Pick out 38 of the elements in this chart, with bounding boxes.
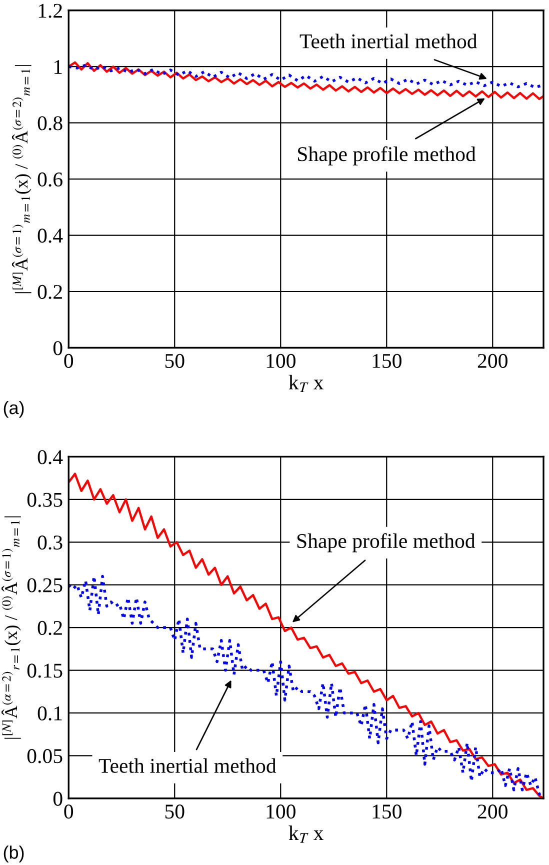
- x-tick-label: 100: [266, 354, 296, 368]
- text: (b): [4, 846, 24, 862]
- x-tick-label: 50: [165, 354, 184, 368]
- annotation: Teeth inertial method: [98, 758, 276, 773]
- text: (a): [4, 400, 24, 418]
- x-tick-label: 100: [266, 804, 296, 819]
- x-tick-label: 200: [478, 804, 508, 819]
- y-tick-label: 0.15: [27, 664, 62, 678]
- annotation: Shape profile method: [298, 146, 476, 166]
- x-tick-label: 150: [372, 804, 402, 819]
- y-tick-label: 0.6: [38, 172, 62, 187]
- x-tick-label: 0: [64, 804, 74, 819]
- line-series: [68, 61, 544, 100]
- x-axis-title: k$_{T}$ x: [288, 374, 324, 392]
- y-tick-label: 0.1: [38, 706, 62, 720]
- y-tick-label: 0.2: [38, 284, 62, 300]
- x-tick-label: 200: [478, 354, 508, 368]
- annotation: Shape profile method: [297, 533, 476, 552]
- x-tick-label: 150: [372, 354, 402, 368]
- y-tick-label: 0.3: [38, 536, 62, 550]
- y-tick-label: 0.05: [27, 749, 62, 764]
- y-tick-label: 0.4: [38, 228, 63, 243]
- x-axis-title: k$_{T}$ x: [288, 825, 324, 843]
- y-tick-label: 1: [54, 60, 62, 74]
- y-tick-label: 0.35: [27, 492, 62, 507]
- line-series: [68, 574, 544, 796]
- y-tick-label: 0.8: [38, 116, 62, 130]
- y-tick-label: 0: [53, 341, 62, 356]
- text: |$^{[M]}$Â$^{(σ=1)}$$_{m=1}$(x) / $^{(0)}$Â$^{(σ=2)}$$_{m=1}$|: [12, 65, 32, 294]
- text: |$^{[N]}$Â$^{(α=2)}$$_{r=1}$(x) / $^{(0)}$Â$^{(σ=1)}$$_{m=1}$|: [2, 516, 21, 739]
- x-tick-label: 0: [64, 354, 74, 368]
- annotation: Teeth inertial method: [300, 34, 478, 48]
- y-tick-label: 0.2: [38, 620, 62, 636]
- y-tick-label: 0.4: [38, 450, 63, 464]
- y-tick-label: 0: [53, 792, 62, 806]
- y-tick-label: 1.2: [38, 4, 62, 18]
- x-tick-label: 50: [165, 804, 184, 819]
- y-tick-label: 0.25: [27, 578, 62, 592]
